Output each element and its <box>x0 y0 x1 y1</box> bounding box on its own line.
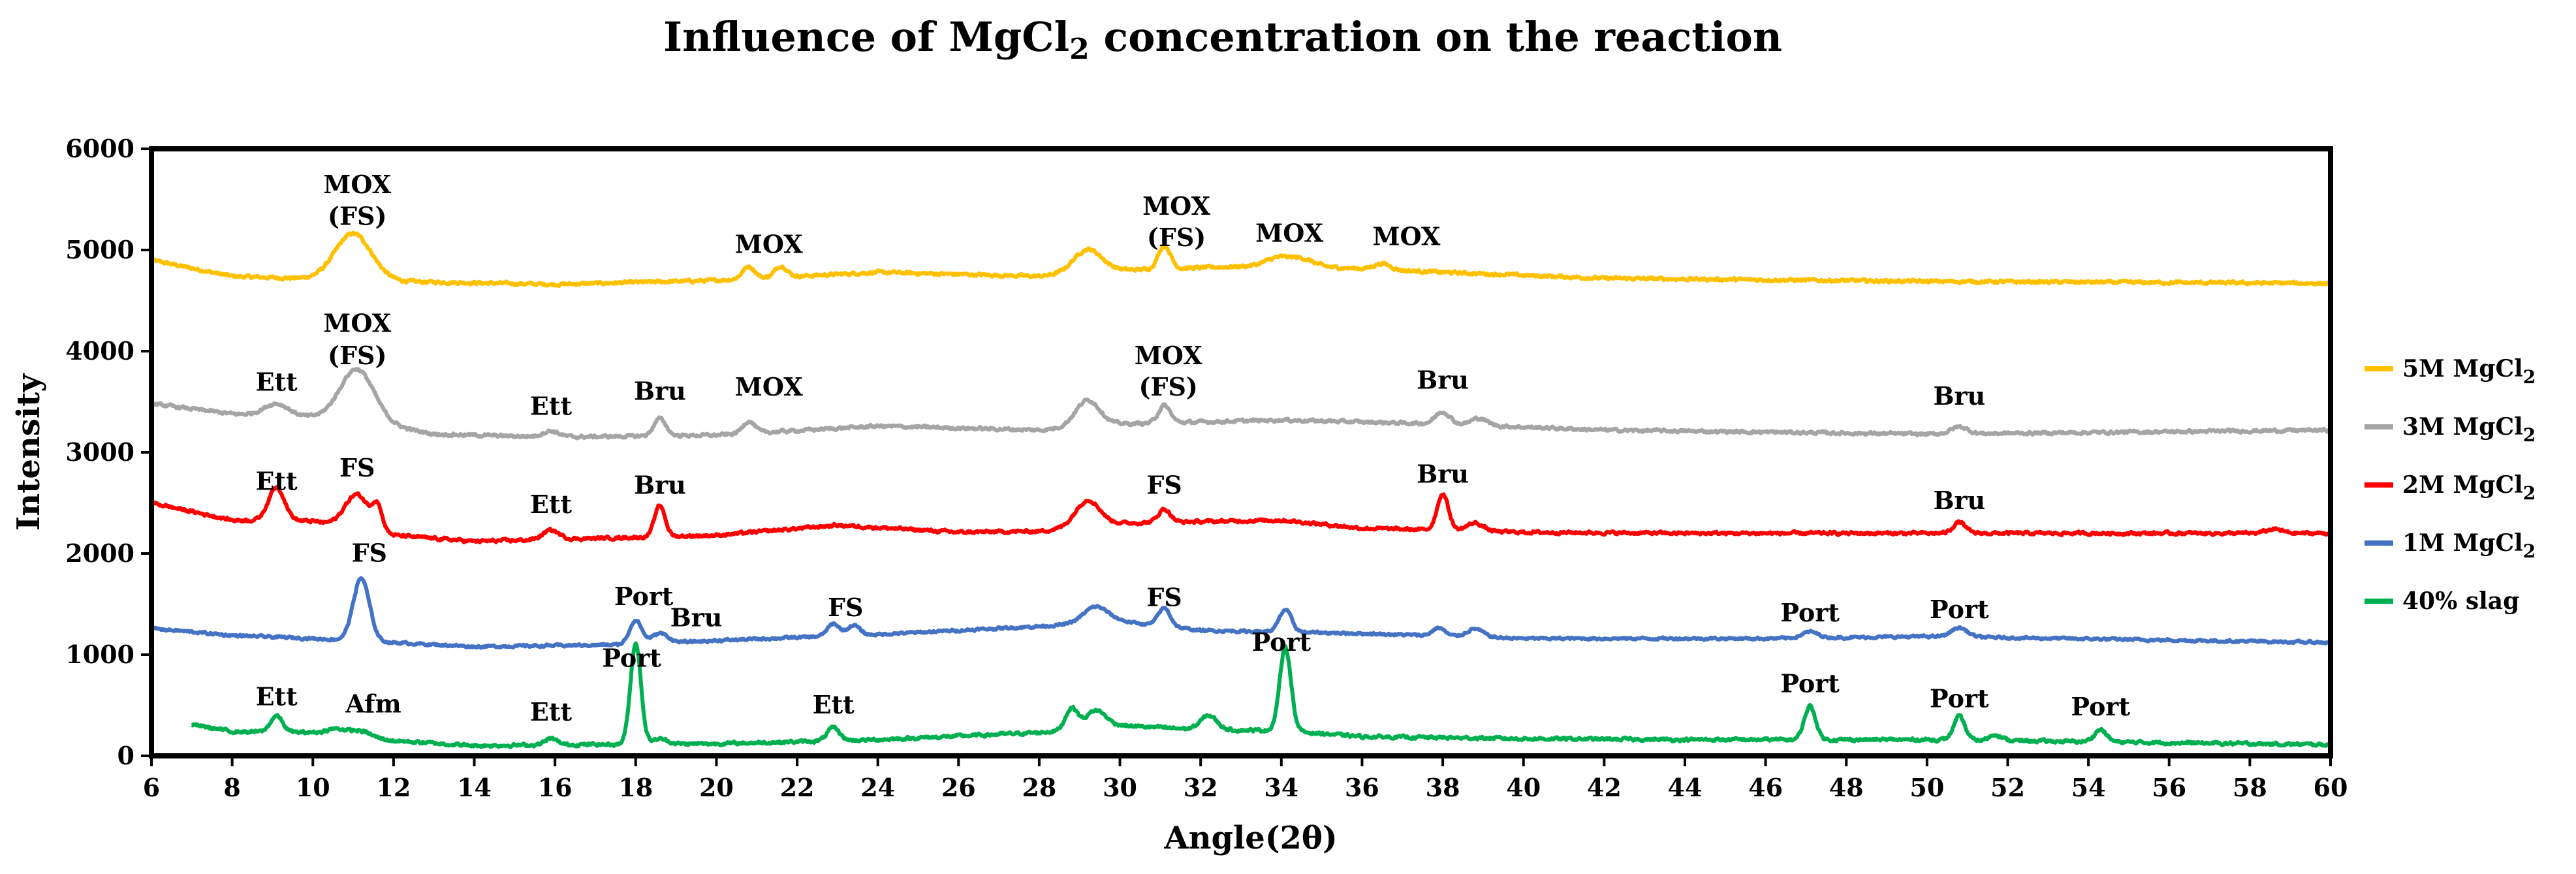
peak-annotation: MOX <box>735 230 803 259</box>
x-tick-label: 46 <box>1748 773 1783 802</box>
peak-annotation: FS <box>352 538 387 567</box>
peak-annotation: Bru <box>1933 381 1985 411</box>
peak-annotation: Bru <box>670 603 723 632</box>
peak-annotation: Port <box>2071 692 2130 721</box>
peak-annotation: MOX <box>1372 221 1440 251</box>
chart-title: Influence of MgCl2 concentration on the … <box>663 13 1782 66</box>
y-tick-label: 6000 <box>65 134 134 163</box>
peak-annotation: MOX <box>323 309 391 338</box>
peak-annotation: Ett <box>256 682 298 711</box>
legend-label: 2M MgCl2 <box>2402 471 2536 504</box>
peak-annotation: (FS) <box>1139 372 1198 401</box>
plot-area <box>151 149 2331 756</box>
peak-annotation: Ett <box>530 392 573 421</box>
x-tick-label: 56 <box>2152 773 2186 802</box>
series-line-0 <box>149 230 2332 289</box>
series-layer <box>149 230 2333 749</box>
x-tick-label: 26 <box>941 773 976 802</box>
y-tick-label: 2000 <box>65 538 134 568</box>
series-line-4 <box>191 641 2332 749</box>
peak-annotation: Ett <box>813 690 855 719</box>
y-tick-label: 3000 <box>65 437 134 467</box>
peak-annotation: (FS) <box>1147 223 1206 252</box>
peak-annotation: Port <box>602 644 661 673</box>
x-tick-label: 18 <box>618 773 653 802</box>
legend-label: 5M MgCl2 <box>2402 355 2536 388</box>
peak-annotation: Port <box>1252 627 1312 657</box>
x-tick-label: 54 <box>2071 773 2106 802</box>
legend: 5M MgCl2 3M MgCl2 2M MgCl2 1M MgCl2 40% slag <box>2364 355 2536 615</box>
peak-annotation: Bru <box>1417 460 1469 489</box>
peak-annotation: FS <box>1146 471 1182 500</box>
peak-annotation: Ett <box>530 697 573 726</box>
x-tick-label: 48 <box>1829 773 1864 802</box>
x-tick-label: 8 <box>223 773 240 802</box>
peak-annotation: Ett <box>256 367 298 396</box>
x-tick-label: 42 <box>1587 773 1622 802</box>
x-tick-label: 20 <box>699 773 734 802</box>
x-tick-label: 52 <box>1990 773 2025 802</box>
x-tick-label: 28 <box>1022 773 1056 802</box>
y-tick-label: 0 <box>118 741 134 770</box>
peak-annotation: FS <box>828 593 863 622</box>
peak-annotation: Ett <box>256 466 298 495</box>
series-line-2 <box>149 485 2333 544</box>
series-line-1 <box>150 367 2333 441</box>
peak-annotation: Port <box>1930 684 1989 713</box>
x-tick-label: 14 <box>457 773 492 802</box>
peak-annotation: Port <box>1780 668 1840 698</box>
y-tick-label: 4000 <box>65 336 134 366</box>
y-axis-title: Intensity <box>10 373 47 531</box>
x-tick-label: 10 <box>296 773 330 802</box>
x-tick-label: 36 <box>1345 773 1379 802</box>
x-tick-label: 16 <box>538 773 573 802</box>
peak-annotation: Ett <box>530 490 573 519</box>
x-tick-label: 40 <box>1506 773 1541 802</box>
x-tick-label: 58 <box>2233 773 2267 802</box>
peak-annotation: MOX <box>1142 191 1210 221</box>
x-tick-label: 22 <box>780 773 815 802</box>
peak-annotation: FS <box>339 453 375 482</box>
x-tick-label: 50 <box>1909 773 1944 802</box>
x-tick-label: 44 <box>1668 773 1703 802</box>
peak-annotation: (FS) <box>328 341 386 370</box>
x-axis: 6 8 10 12 14 16 18 20 22 24 26 28 30 32 34 36 38 40 42 44 46… <box>143 756 2348 802</box>
peak-annotation: Port <box>614 582 674 611</box>
peak-annotation: MOX <box>323 170 391 199</box>
peak-annotation: (FS) <box>328 201 386 230</box>
legend-label: 3M MgCl2 <box>2402 413 2536 446</box>
x-tick-label: 32 <box>1184 773 1218 802</box>
legend-label: 40% slag <box>2402 587 2519 615</box>
y-axis: 0 1000 2000 3000 4000 5000 6000 <box>65 134 151 770</box>
series-line-3 <box>150 576 2333 650</box>
legend-label: 1M MgCl2 <box>2402 529 2536 562</box>
peak-annotation: Bru <box>1417 365 1469 394</box>
x-tick-label: 60 <box>2314 773 2348 802</box>
peak-annotation: Bru <box>634 471 686 500</box>
y-tick-label: 1000 <box>65 640 134 669</box>
peak-annotation: MOX <box>1135 341 1202 370</box>
peak-annotation: Bru <box>634 376 686 405</box>
peak-annotation: Afm <box>345 689 401 718</box>
peak-annotation: FS <box>1146 583 1182 612</box>
y-tick-label: 5000 <box>65 235 134 264</box>
x-tick-label: 24 <box>860 773 895 802</box>
x-tick-label: 34 <box>1264 773 1298 802</box>
x-tick-label: 12 <box>376 773 411 802</box>
peak-annotation: Bru <box>1933 486 1985 515</box>
x-tick-label: 30 <box>1103 773 1137 802</box>
peak-annotation: Port <box>1930 595 1989 624</box>
x-tick-label: 6 <box>143 773 160 802</box>
peak-annotation: MOX <box>1255 219 1323 248</box>
peak-annotation: MOX <box>735 372 803 401</box>
x-axis-title: Angle(2θ) <box>1163 820 1337 856</box>
x-tick-label: 38 <box>1426 773 1460 802</box>
peak-annotation: Port <box>1780 598 1840 627</box>
